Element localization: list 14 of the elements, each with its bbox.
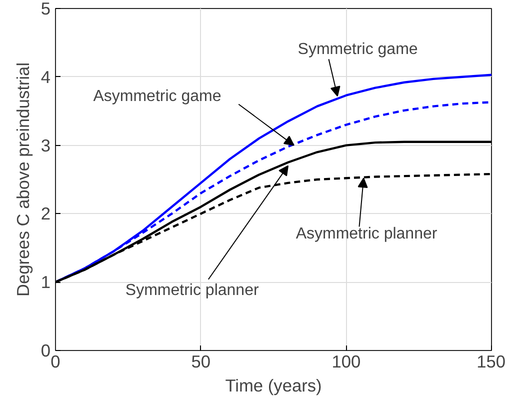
- annotation: Symmetric planner: [125, 282, 260, 299]
- annotation: Asymmetric game: [93, 88, 222, 106]
- annotation: Symmetric game: [298, 41, 418, 58]
- x-axis-title: Time (years): [225, 376, 322, 396]
- y-tick-label: 4: [40, 66, 51, 87]
- y-tick-label: 2: [40, 204, 51, 224]
- y-tick-label: 3: [40, 135, 51, 156]
- x-tick-label: 50: [191, 352, 210, 372]
- y-axis-title: Degrees C above preindustrial: [12, 62, 33, 297]
- x-tick-label: 150: [476, 352, 506, 372]
- x-tick-label: 100: [332, 352, 361, 372]
- y-tick-label: 1: [40, 272, 51, 292]
- annotation: Asymmetric planner: [296, 226, 438, 243]
- y-tick-label: 5: [40, 0, 51, 18]
